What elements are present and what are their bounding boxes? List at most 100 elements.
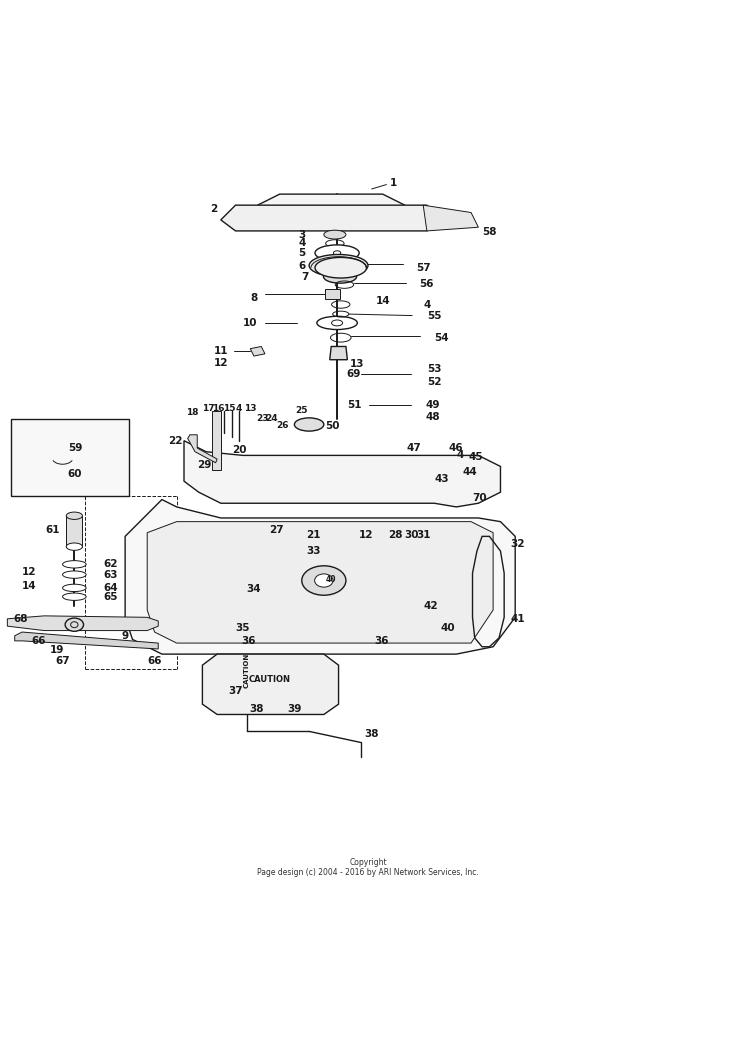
Text: 68: 68 <box>13 614 28 624</box>
Text: 66: 66 <box>31 637 46 646</box>
Text: 57: 57 <box>416 262 431 273</box>
Text: 11: 11 <box>213 346 228 355</box>
Ellipse shape <box>309 255 368 276</box>
Text: 49: 49 <box>425 400 440 411</box>
Text: 60: 60 <box>68 469 82 479</box>
Text: 36: 36 <box>241 636 256 645</box>
Text: 5: 5 <box>298 248 305 258</box>
Text: 66: 66 <box>147 656 162 665</box>
Ellipse shape <box>63 594 86 600</box>
Ellipse shape <box>63 571 86 579</box>
Text: 1: 1 <box>390 178 397 188</box>
Text: 40: 40 <box>440 623 455 634</box>
Text: 25: 25 <box>296 406 308 415</box>
Text: 12: 12 <box>213 358 228 368</box>
Ellipse shape <box>302 566 346 596</box>
Text: 33: 33 <box>306 546 321 557</box>
Text: 2: 2 <box>210 204 217 214</box>
Text: 29: 29 <box>197 460 212 470</box>
Ellipse shape <box>324 231 346 239</box>
Text: 32: 32 <box>510 539 525 549</box>
Text: 36: 36 <box>374 636 389 645</box>
Text: 30: 30 <box>405 530 420 540</box>
Text: 41: 41 <box>510 614 525 624</box>
Text: 56: 56 <box>420 279 434 289</box>
Text: CAUTION: CAUTION <box>244 653 250 688</box>
Text: 3: 3 <box>298 230 305 239</box>
Text: 4: 4 <box>423 299 431 310</box>
Text: 35: 35 <box>236 622 250 633</box>
Text: 39: 39 <box>287 705 302 714</box>
Polygon shape <box>202 654 339 714</box>
Text: 6: 6 <box>298 260 305 271</box>
Text: 12: 12 <box>359 530 374 540</box>
Text: 50: 50 <box>325 421 340 431</box>
Ellipse shape <box>63 561 86 568</box>
Text: 26: 26 <box>276 421 289 431</box>
Ellipse shape <box>315 257 367 278</box>
Text: 53: 53 <box>427 364 442 373</box>
Text: 42: 42 <box>423 601 438 612</box>
Text: 70: 70 <box>473 493 487 504</box>
Text: 9: 9 <box>121 631 129 640</box>
Text: 4: 4 <box>236 404 242 413</box>
Text: 51: 51 <box>347 400 362 411</box>
Text: 15: 15 <box>223 404 235 413</box>
Text: 23: 23 <box>256 414 269 423</box>
Text: 54: 54 <box>434 332 449 343</box>
Polygon shape <box>250 346 265 357</box>
Text: 10: 10 <box>243 317 258 328</box>
Text: 47: 47 <box>406 443 421 453</box>
Text: 38: 38 <box>249 705 263 714</box>
Ellipse shape <box>316 316 358 329</box>
Polygon shape <box>15 632 158 649</box>
Text: 38: 38 <box>364 729 379 738</box>
Text: 62: 62 <box>103 560 118 569</box>
Text: 7: 7 <box>302 272 309 281</box>
Ellipse shape <box>315 573 333 587</box>
Text: 40: 40 <box>326 574 336 584</box>
Ellipse shape <box>324 270 357 284</box>
Text: 65: 65 <box>103 591 118 602</box>
Text: Copyright
Page design (c) 2004 - 2016 by ARI Network Services, Inc.: Copyright Page design (c) 2004 - 2016 by… <box>257 858 479 877</box>
Text: 48: 48 <box>425 413 440 422</box>
Text: 63: 63 <box>103 569 118 580</box>
Bar <box>66 515 82 547</box>
Text: 59: 59 <box>68 443 82 453</box>
Polygon shape <box>125 499 515 654</box>
Text: 45: 45 <box>468 452 483 462</box>
Polygon shape <box>423 205 478 231</box>
Polygon shape <box>212 412 221 470</box>
Text: 28: 28 <box>389 530 403 540</box>
Ellipse shape <box>315 244 359 261</box>
Bar <box>325 289 340 299</box>
Polygon shape <box>188 435 217 462</box>
Polygon shape <box>258 194 405 220</box>
Text: 4: 4 <box>456 451 464 460</box>
Ellipse shape <box>66 512 82 519</box>
Polygon shape <box>330 346 347 360</box>
Polygon shape <box>184 441 500 507</box>
Ellipse shape <box>66 543 82 550</box>
Text: 61: 61 <box>46 526 60 535</box>
Text: 44: 44 <box>462 467 477 476</box>
Text: 19: 19 <box>50 645 65 655</box>
Text: 55: 55 <box>427 311 442 321</box>
Text: 69: 69 <box>346 369 361 380</box>
Text: 8: 8 <box>250 293 258 303</box>
Text: 52: 52 <box>427 377 442 387</box>
Text: 34: 34 <box>247 584 261 595</box>
Text: 43: 43 <box>434 474 449 484</box>
Bar <box>11 419 129 496</box>
Polygon shape <box>221 205 442 231</box>
Text: 18: 18 <box>186 408 199 417</box>
Text: 67: 67 <box>55 656 70 665</box>
Text: 12: 12 <box>22 567 37 577</box>
Text: 27: 27 <box>269 526 283 535</box>
Text: 31: 31 <box>416 530 431 540</box>
Text: 14: 14 <box>375 296 390 306</box>
Text: 64: 64 <box>103 583 118 592</box>
Text: 14: 14 <box>22 582 37 591</box>
Text: 58: 58 <box>482 227 497 237</box>
Text: 46: 46 <box>449 443 464 453</box>
